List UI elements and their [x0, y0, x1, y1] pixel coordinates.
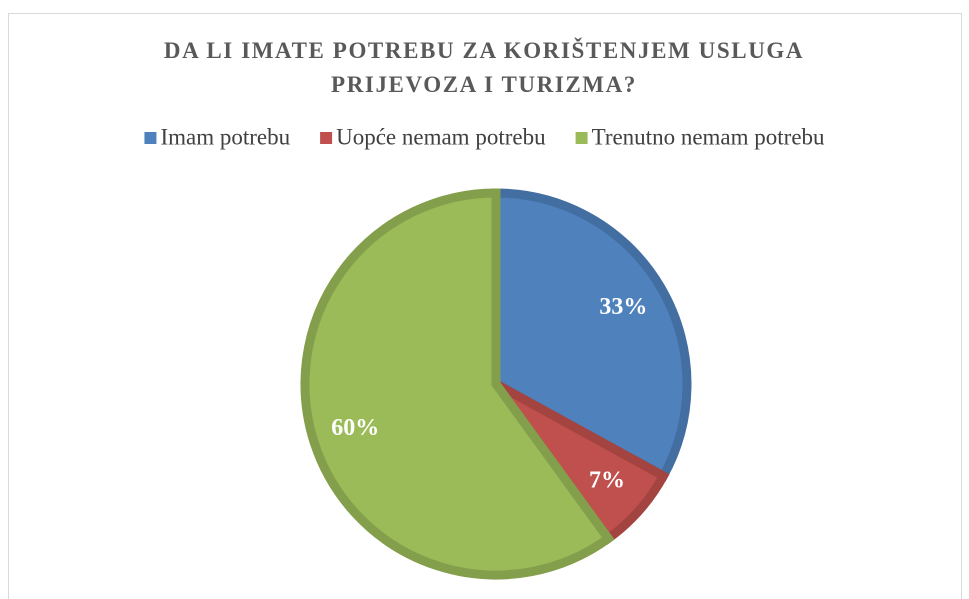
data-label: 33% [599, 294, 647, 320]
pie-slice [300, 188, 615, 580]
data-label: 60% [331, 415, 379, 441]
legend-label: Imam potrebu [160, 124, 290, 149]
legend-label: Trenutno nemam potrebu [592, 124, 825, 149]
chart-title: DA LI IMATE POTREBU ZA KORIŠTENJEM USLUG… [163, 38, 805, 97]
chart-frame [8, 13, 962, 599]
data-label: 7% [589, 467, 625, 493]
legend-label: Uopće nemam potrebu [336, 124, 546, 149]
legend-swatch [575, 132, 588, 144]
legend-swatch [144, 132, 157, 144]
legend-swatch [320, 132, 333, 144]
